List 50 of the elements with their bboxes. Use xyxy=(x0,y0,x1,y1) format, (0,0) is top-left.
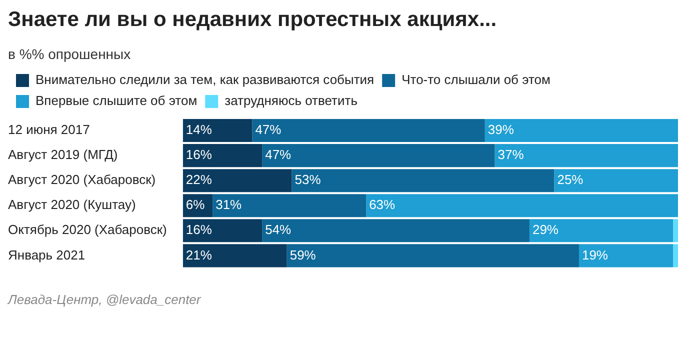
bar xyxy=(262,219,530,242)
bar xyxy=(366,194,678,218)
y-tick-label: Январь 2021 xyxy=(8,247,86,262)
data-label: 59% xyxy=(290,247,316,262)
bar xyxy=(529,219,674,242)
data-label: 16% xyxy=(186,147,212,162)
bar xyxy=(578,244,674,268)
text: Левада-Центр, @levada_center xyxy=(8,292,202,307)
bar xyxy=(182,219,262,242)
data-label: 16% xyxy=(186,222,212,238)
bar xyxy=(292,169,554,192)
bar xyxy=(182,244,287,268)
bar xyxy=(494,144,678,168)
bar xyxy=(182,169,292,192)
y-tick-label: Октябрь 2020 (Хабаровск) xyxy=(8,222,167,238)
bar xyxy=(252,119,485,142)
y-tick-label: Август 2020 (Хабаровск) xyxy=(8,172,156,188)
data-label: 29% xyxy=(532,222,559,238)
y-tick-label: Август 2019 (МГД) xyxy=(8,147,118,162)
data-label: 19% xyxy=(582,247,608,262)
bar xyxy=(182,119,252,142)
bar xyxy=(212,194,366,218)
data-label: 39% xyxy=(488,122,514,138)
legend-label: Впервые слышите об этом xyxy=(36,93,198,108)
legend-label: Внимательно следили за тем, как развиваются события xyxy=(36,72,374,88)
data-label: 53% xyxy=(294,172,322,188)
data-label: 22% xyxy=(186,172,212,188)
chart-title: Знаете ли вы о недавних протестных акциях... xyxy=(8,8,498,32)
bar xyxy=(673,244,678,268)
data-label: 63% xyxy=(369,197,396,212)
data-label: 14% xyxy=(186,122,212,138)
bar xyxy=(554,169,678,192)
bar xyxy=(484,119,678,142)
data-label: 37% xyxy=(498,147,524,162)
bar xyxy=(182,144,262,168)
data-label: 21% xyxy=(186,247,212,262)
data-label: 47% xyxy=(255,122,282,138)
data-label: 54% xyxy=(265,222,292,238)
data-label: 47% xyxy=(265,147,292,162)
data-label: 6% xyxy=(186,197,206,212)
y-tick-label: Август 2020 (Куштау) xyxy=(8,197,136,212)
legend-label: Что-то слышали об этом xyxy=(402,72,550,88)
data-label: 25% xyxy=(557,172,584,188)
data-label: 31% xyxy=(216,197,242,212)
text: в %% опрошенных xyxy=(8,46,132,62)
bar xyxy=(286,244,579,268)
y-tick-label: 12 июня 2017 xyxy=(8,122,90,138)
bar xyxy=(262,144,495,168)
bar xyxy=(673,219,678,242)
legend-label: затрудняюсь ответить xyxy=(224,93,358,108)
